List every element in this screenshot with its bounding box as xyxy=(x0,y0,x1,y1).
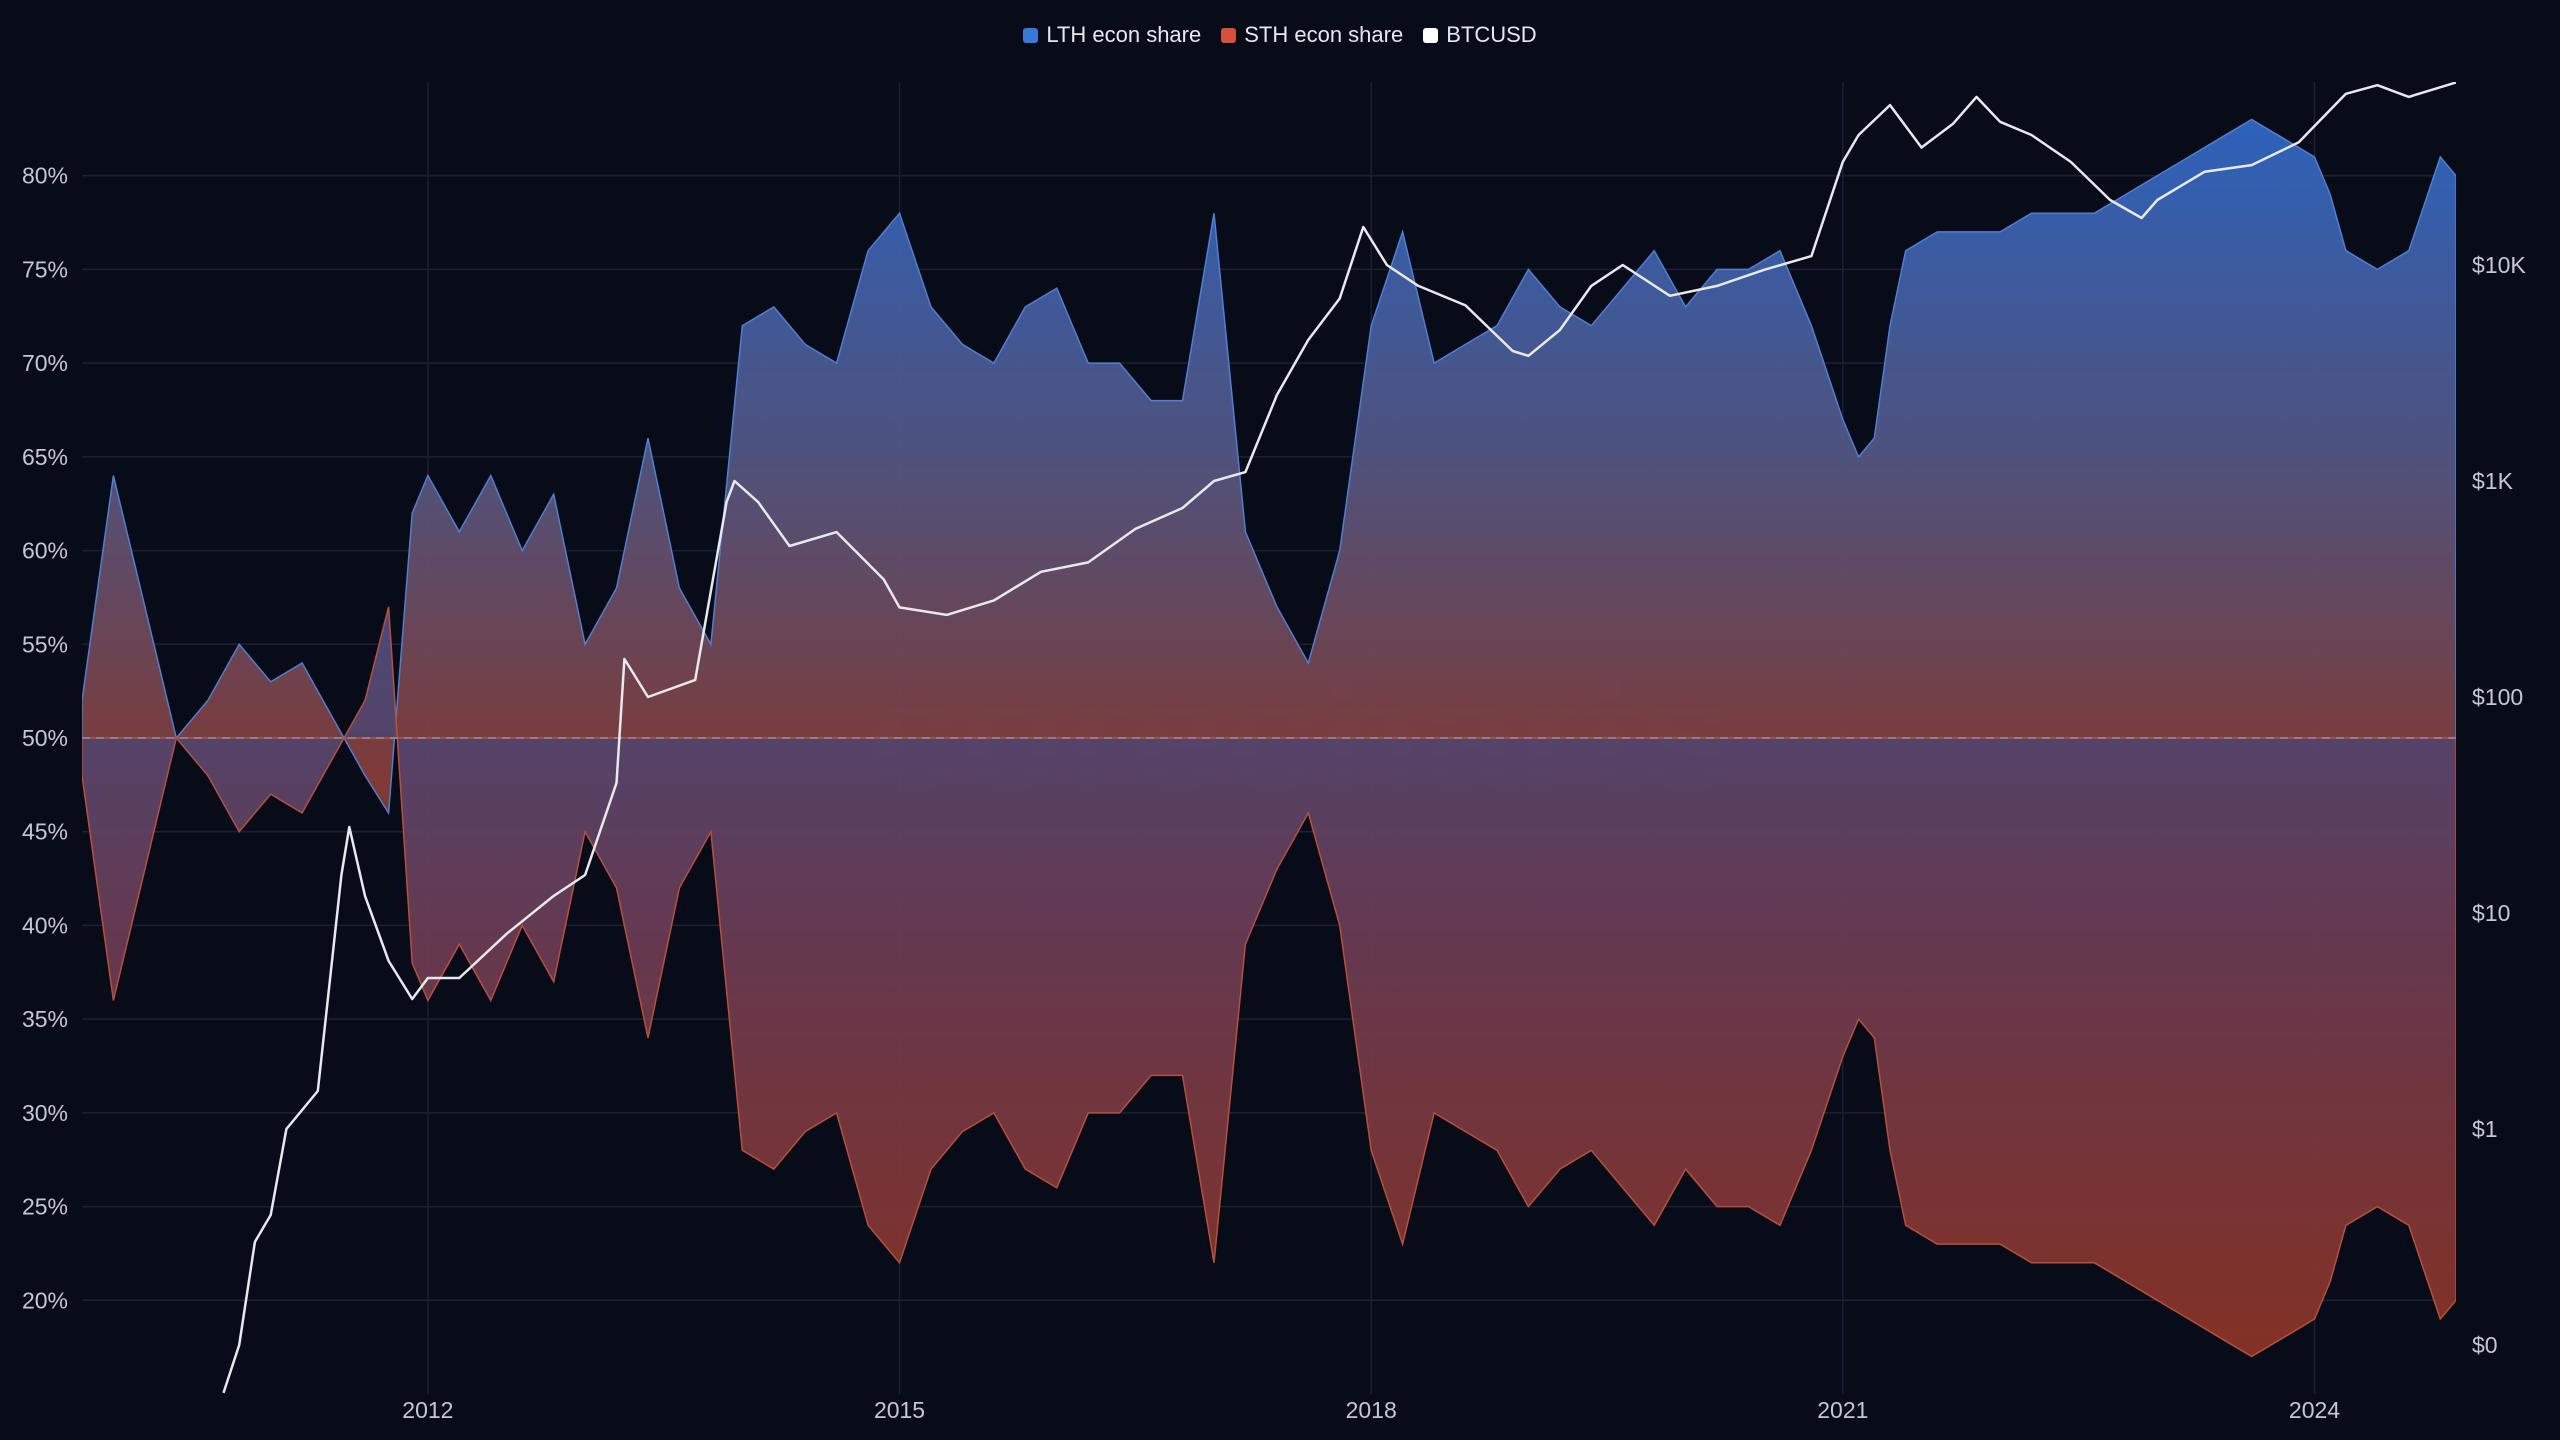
legend-label-sth: STH econ share xyxy=(1244,22,1404,47)
x-tick-label: 2021 xyxy=(1817,1397,1868,1423)
legend-item-sth[interactable]: STH econ share xyxy=(1221,22,1403,48)
legend: LTH econ share STH econ share BTCUSD xyxy=(0,22,2560,48)
y-left-tick-label: 70% xyxy=(22,350,68,376)
btcusd-swatch-icon xyxy=(1423,27,1439,43)
btcusd-line xyxy=(222,82,2456,1394)
y-axis-right: $0 $1 $10 $100 $1K $10K xyxy=(2472,252,2526,1358)
y-left-tick-label: 55% xyxy=(22,631,68,657)
y-right-tick-label: $10 xyxy=(2472,900,2510,926)
y-left-tick-label: 30% xyxy=(22,1100,68,1126)
y-right-tick-label: $10K xyxy=(2472,252,2526,278)
y-right-tick-label: $0 xyxy=(2472,1332,2498,1358)
y-right-tick-label: $1 xyxy=(2472,1116,2498,1142)
y-axis-left: 20% 25% 30% 35% 40% 45% 50% 55% 60% 65% 70% 75% 80% xyxy=(22,163,68,1314)
legend-item-lth[interactable]: LTH econ share xyxy=(1023,22,1201,48)
x-tick-label: 2024 xyxy=(2289,1397,2340,1423)
x-tick-label: 2012 xyxy=(402,1397,453,1423)
x-tick-label: 2018 xyxy=(1346,1397,1397,1423)
sth-area xyxy=(82,606,2456,1358)
sth-swatch-icon xyxy=(1221,27,1237,43)
btcusd-line-group xyxy=(222,82,2456,1394)
y-left-tick-label: 20% xyxy=(22,1287,68,1313)
legend-item-btcusd[interactable]: BTCUSD xyxy=(1423,22,1537,48)
y-right-tick-label: $100 xyxy=(2472,684,2523,710)
x-tick-label: 2015 xyxy=(874,1397,925,1423)
x-axis: 2012 2015 2018 2021 2024 xyxy=(402,1397,2340,1423)
y-left-tick-label: 60% xyxy=(22,538,68,564)
y-left-tick-label: 25% xyxy=(22,1194,68,1220)
legend-label-btcusd: BTCUSD xyxy=(1446,22,1537,47)
lth-area xyxy=(82,118,2456,816)
y-right-tick-label: $1K xyxy=(2472,468,2514,494)
lth-swatch-icon xyxy=(1023,27,1039,43)
y-left-tick-label: 80% xyxy=(22,163,68,189)
y-left-tick-label: 45% xyxy=(22,819,68,845)
y-left-tick-label: 40% xyxy=(22,912,68,938)
series-areas xyxy=(82,118,2456,1358)
y-left-tick-label: 65% xyxy=(22,444,68,470)
y-left-tick-label: 75% xyxy=(22,256,68,282)
y-left-tick-label: 50% xyxy=(22,725,68,751)
legend-label-lth: LTH econ share xyxy=(1046,22,1202,47)
y-left-tick-label: 35% xyxy=(22,1006,68,1032)
